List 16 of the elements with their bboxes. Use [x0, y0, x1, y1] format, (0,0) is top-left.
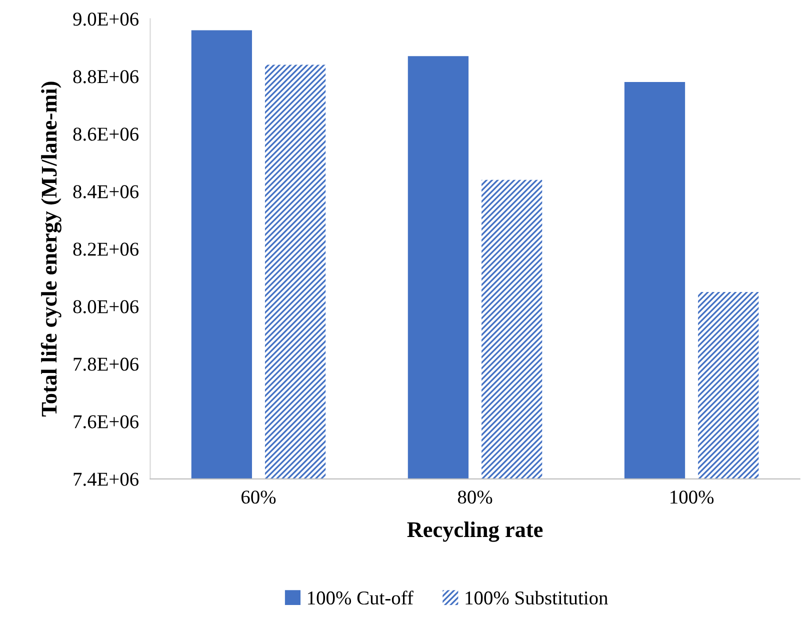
y-tick-label: 8.6E+06 [73, 128, 139, 141]
y-tick-label: 8.0E+06 [73, 300, 139, 314]
x-axis-title: Recycling rate [407, 522, 543, 542]
y-tick-label: 8.4E+06 [73, 185, 139, 198]
y-axis-title: Total life cycle energy (MJ/lane-mi) [40, 82, 62, 417]
legend-label: 100% Cut-off [308, 590, 414, 605]
x-tick-label: 100% [670, 490, 714, 504]
y-tick-label: 8.8E+06 [73, 70, 139, 84]
y-tick-label: 7.6E+06 [74, 415, 139, 428]
x-tick-label: 60% [242, 490, 276, 504]
y-tick-label: 8.2E+06 [73, 242, 139, 256]
x-tick-label: 80% [458, 490, 492, 504]
y-tick-label: 9.0E+06 [73, 12, 139, 26]
y-tick-label: 7.4E+06 [74, 472, 139, 486]
legend-label: 100% Substitution [466, 590, 608, 605]
y-tick-label: 7.8E+06 [74, 358, 139, 371]
